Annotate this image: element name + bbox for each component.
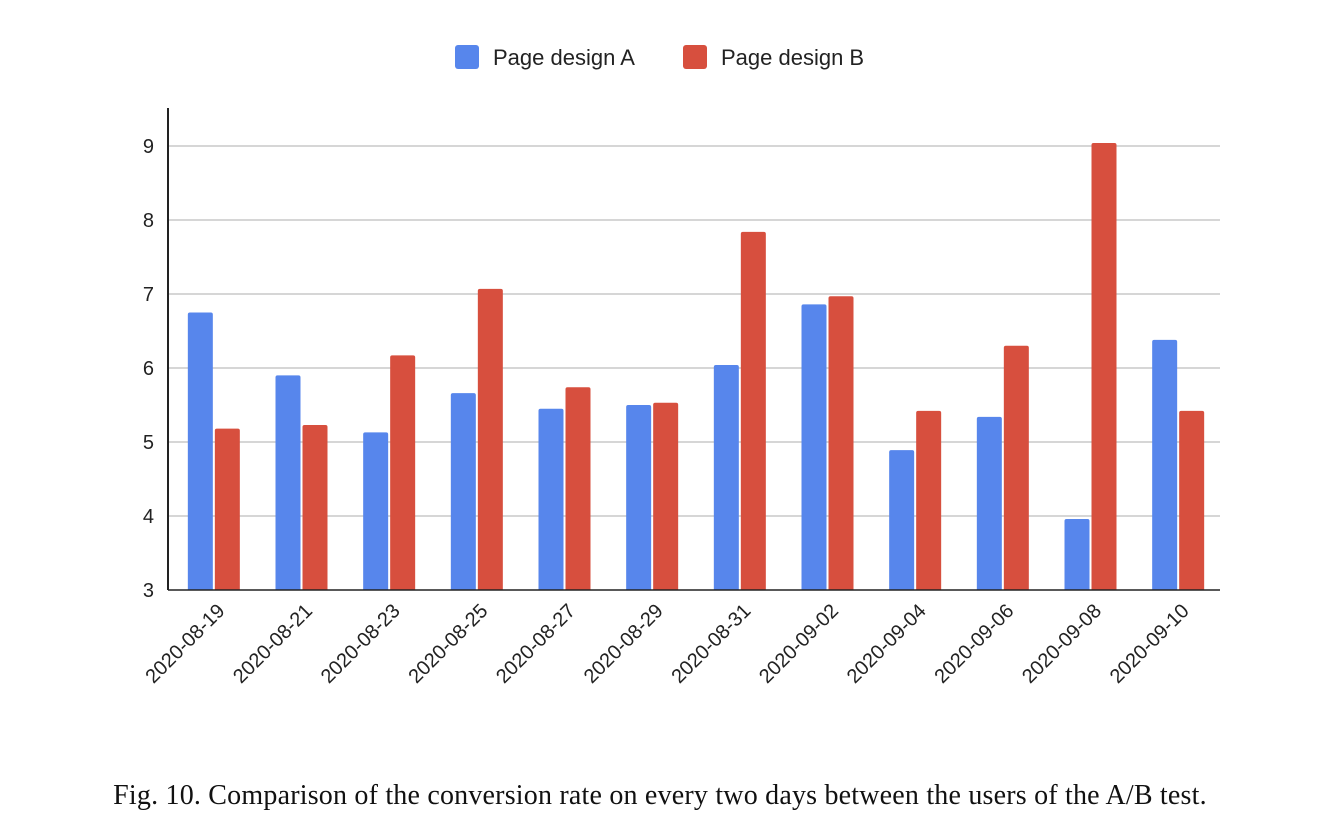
x-tick-label: 2020-09-10 <box>1106 600 1194 688</box>
figure-caption: Fig. 10. Comparison of the conversion ra… <box>113 780 1207 811</box>
x-tick-label: 2020-08-23 <box>317 600 405 688</box>
bar-a-2020-08-23 <box>363 432 389 590</box>
bar-a-2020-08-25 <box>450 393 476 590</box>
x-axis-ticks: 2020-08-19 2020-08-21 2020-08-23 2020-08-25… <box>141 600 1193 688</box>
y-tick-label: 9 <box>143 136 154 158</box>
x-tick-label: 2020-08-21 <box>229 600 317 688</box>
y-tick-label: 8 <box>143 210 154 232</box>
bar-b-2020-08-31 <box>740 231 766 590</box>
bar-a-2020-08-31 <box>713 365 739 590</box>
bar-b-2020-08-23 <box>390 355 416 590</box>
legend-swatch-b <box>683 45 707 69</box>
x-tick-label: 2020-08-29 <box>580 600 668 688</box>
x-tick-label: 2020-08-19 <box>141 600 229 688</box>
bar-b-2020-09-08 <box>1091 143 1117 591</box>
x-tick-label: 2020-08-25 <box>404 600 492 688</box>
gridlines <box>168 145 1220 517</box>
bar-a-2020-08-21 <box>275 375 301 590</box>
y-tick-label: 3 <box>143 580 154 602</box>
bar-a-2020-09-02 <box>801 304 827 590</box>
bar-chart: Page design A Page design B 3 4 5 6 7 8 9 2020… <box>141 45 1220 688</box>
bar-b-2020-08-19 <box>214 428 240 590</box>
legend: Page design A Page design B <box>455 45 864 70</box>
x-tick-label: 2020-09-06 <box>930 600 1018 688</box>
bar-b-2020-08-29 <box>653 402 679 590</box>
bar-a-2020-08-19 <box>187 312 213 590</box>
bar-b-2020-08-27 <box>565 387 591 590</box>
bar-a-2020-09-08 <box>1064 518 1090 590</box>
bar-a-2020-09-06 <box>976 416 1002 590</box>
x-tick-label: 2020-09-04 <box>843 600 931 688</box>
bar-a-2020-08-27 <box>538 408 564 590</box>
bar-b-2020-09-04 <box>916 410 942 590</box>
y-tick-label: 4 <box>143 506 154 528</box>
bar-b-2020-09-02 <box>828 296 854 590</box>
bar-b-2020-08-21 <box>302 424 328 590</box>
y-tick-label: 7 <box>143 284 154 306</box>
legend-label-a: Page design A <box>493 45 635 70</box>
bar-a-2020-08-29 <box>626 405 652 590</box>
legend-swatch-a <box>455 45 479 69</box>
bar-b-2020-09-06 <box>1003 345 1029 590</box>
bar-b-2020-09-10 <box>1179 410 1205 590</box>
bar-b-2020-08-25 <box>477 288 503 590</box>
legend-label-b: Page design B <box>721 45 864 70</box>
y-tick-label: 5 <box>143 432 154 454</box>
x-tick-label: 2020-08-31 <box>667 600 755 688</box>
y-tick-label: 6 <box>143 358 154 380</box>
x-tick-label: 2020-09-08 <box>1018 600 1106 688</box>
y-axis-ticks: 3 4 5 6 7 8 9 <box>143 136 154 602</box>
x-tick-label: 2020-08-27 <box>492 600 580 688</box>
bar-a-2020-09-04 <box>889 450 915 590</box>
bar-a-2020-09-10 <box>1152 339 1178 590</box>
bars <box>187 143 1205 591</box>
x-tick-label: 2020-09-02 <box>755 600 843 688</box>
